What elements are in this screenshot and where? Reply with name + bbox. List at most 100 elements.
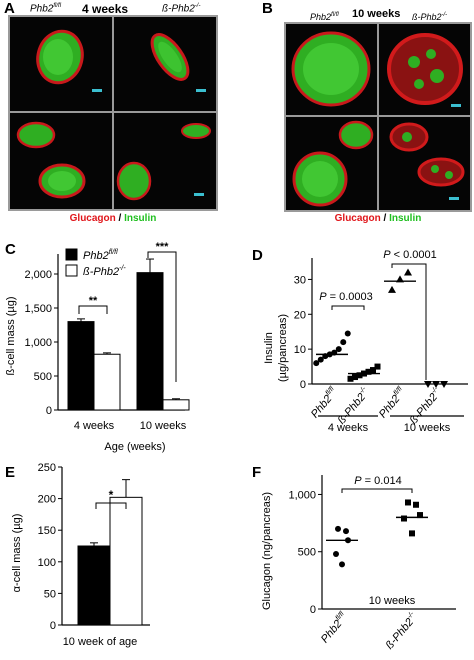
data-point — [365, 368, 372, 375]
legend-swatch-control — [65, 248, 78, 261]
bar — [136, 272, 164, 411]
x-category-label: Phb2fl/fl — [308, 385, 341, 420]
data-point — [417, 512, 423, 519]
panel-b-tile-control-1 — [286, 24, 377, 115]
y-tick-label: 1,000 — [288, 489, 316, 501]
y-tick-label: 10 — [294, 344, 306, 356]
panel-c-chart: C ß-cell mass (µg) Age (weeks) 0 500 1,000… — [5, 241, 190, 453]
y-axis: 0 500 1,000 1,500 2,000 — [24, 254, 59, 417]
islet-image — [291, 31, 371, 107]
x-axis-label: 10 weeks — [369, 595, 416, 607]
y-tick-label: 0 — [300, 379, 306, 391]
pvalue-4wk: P = 0.0003 — [319, 291, 373, 310]
data-point — [340, 339, 347, 346]
panel-b-tile-ko-1 — [379, 24, 470, 115]
data-point — [388, 285, 396, 293]
pvalue-text: P < 0.0001 — [383, 249, 437, 261]
y-axis-label: Insulin — [263, 332, 275, 364]
y-axis-label: Glucagon (ng/pancreas) — [261, 492, 273, 610]
data-point — [405, 499, 411, 506]
data-point — [432, 381, 440, 388]
data-point — [347, 375, 354, 382]
panel-a-genotype-control: Phb2fl/fl — [30, 3, 62, 15]
panel-b-timepoint: 10 weeks — [352, 8, 401, 20]
data-point — [344, 330, 351, 337]
panel-a-tile-control-2 — [10, 113, 112, 209]
significance-4wk: ** — [78, 295, 108, 314]
group-label-4wk: 4 weeks — [328, 422, 369, 434]
panel-d-chart: D Insulin (µg/pancreas) 0 10 20 30 P = 0.00… — [252, 247, 468, 434]
data-point — [343, 528, 349, 535]
islet-image — [16, 121, 86, 199]
y-tick-label: 500 — [34, 371, 52, 383]
x-category-label: ß-Phb2-/- — [383, 610, 421, 652]
panel-a-timepoint: 4 weeks — [82, 2, 129, 16]
islet-image — [387, 33, 463, 107]
y-axis-label: (µg/pancreas) — [277, 314, 289, 382]
bar — [77, 545, 111, 626]
y-axis-label: ß-cell mass (µg) — [5, 296, 17, 375]
pvalue-text: P = 0.0003 — [319, 291, 373, 303]
bar — [93, 353, 121, 411]
panel-b-micrograph-grid — [284, 22, 472, 212]
bar — [162, 399, 190, 411]
islet-image — [150, 33, 206, 92]
panel-b-tile-control-2 — [286, 117, 377, 210]
bar — [67, 321, 95, 411]
x-category-label: ß-Phb2-/- — [407, 385, 445, 427]
y-tick-label: 150 — [38, 525, 56, 537]
x-category-label: 10 weeks — [140, 420, 187, 432]
data-point — [413, 501, 419, 508]
panel-a-genotype-ko: ß-Phb2-/- — [162, 3, 201, 15]
x-axis-label: Age (weeks) — [104, 441, 165, 453]
panel-label-e: E — [5, 464, 15, 481]
significance-mark: * — [109, 488, 114, 502]
y-tick-label: 0 — [46, 405, 52, 417]
data-point — [440, 381, 448, 388]
x-category-label: Phb2fl/fl — [376, 385, 409, 420]
legend-swatch-ko — [65, 264, 78, 277]
panel-a-tile-ko-1 — [114, 17, 216, 111]
y-tick-label: 500 — [298, 547, 316, 559]
y-tick-label: 0 — [50, 620, 56, 632]
data-point — [424, 381, 432, 388]
panel-label-f: F — [252, 464, 261, 481]
significance-10wk: *** — [147, 241, 177, 382]
data-point — [356, 372, 363, 379]
panel-label-c: C — [5, 241, 16, 258]
pvalue-text: P = 0.014 — [354, 475, 401, 487]
panel-b-stain-caption: Glucagon / Insulin — [334, 213, 422, 224]
y-tick-label: 100 — [38, 557, 56, 569]
y-tick-label: 20 — [294, 309, 306, 321]
panel-b-genotype-control: Phb2fl/fl — [310, 12, 339, 22]
legend: Phb2fl/fl ß-Phb2-/- — [65, 248, 126, 278]
data-point — [404, 268, 412, 276]
x-axis-label: 10 week of age — [63, 636, 138, 648]
y-tick-label: 30 — [294, 274, 306, 286]
legend-entry-control: Phb2fl/fl — [83, 249, 118, 262]
significance-mark: ** — [89, 295, 98, 307]
pvalue-10wk: P < 0.0001 — [383, 249, 437, 380]
panel-f-chart: F Glucagon (ng/pancreas) 0 500 1,000 P = 0… — [252, 464, 456, 652]
x-category-label: ß-Phb2-/- — [335, 385, 373, 427]
data-point — [352, 374, 358, 381]
bar — [109, 496, 143, 626]
x-category-label: 4 weeks — [74, 420, 115, 432]
data-point — [335, 346, 342, 353]
y-tick-label: 1,000 — [24, 337, 52, 349]
data-point — [409, 530, 415, 537]
data-point — [370, 367, 376, 374]
y-tick-label: 250 — [38, 462, 56, 474]
islet-image — [292, 120, 374, 207]
panel-e-chart: E α-cell mass (µg) 0 50 100 150 200 250 10 we… — [5, 462, 150, 648]
y-axis-label: α-cell mass (µg) — [11, 514, 23, 593]
islet-image — [36, 29, 102, 92]
islet-image — [116, 123, 211, 201]
panel-label-b: B — [262, 0, 273, 17]
y-tick-label: 200 — [38, 494, 56, 506]
data-point — [374, 363, 381, 370]
data-point — [313, 360, 320, 367]
data-point — [317, 356, 324, 363]
panel-b-tile-ko-2 — [379, 117, 470, 210]
x-category-label: Phb2fl/fl — [318, 610, 351, 645]
